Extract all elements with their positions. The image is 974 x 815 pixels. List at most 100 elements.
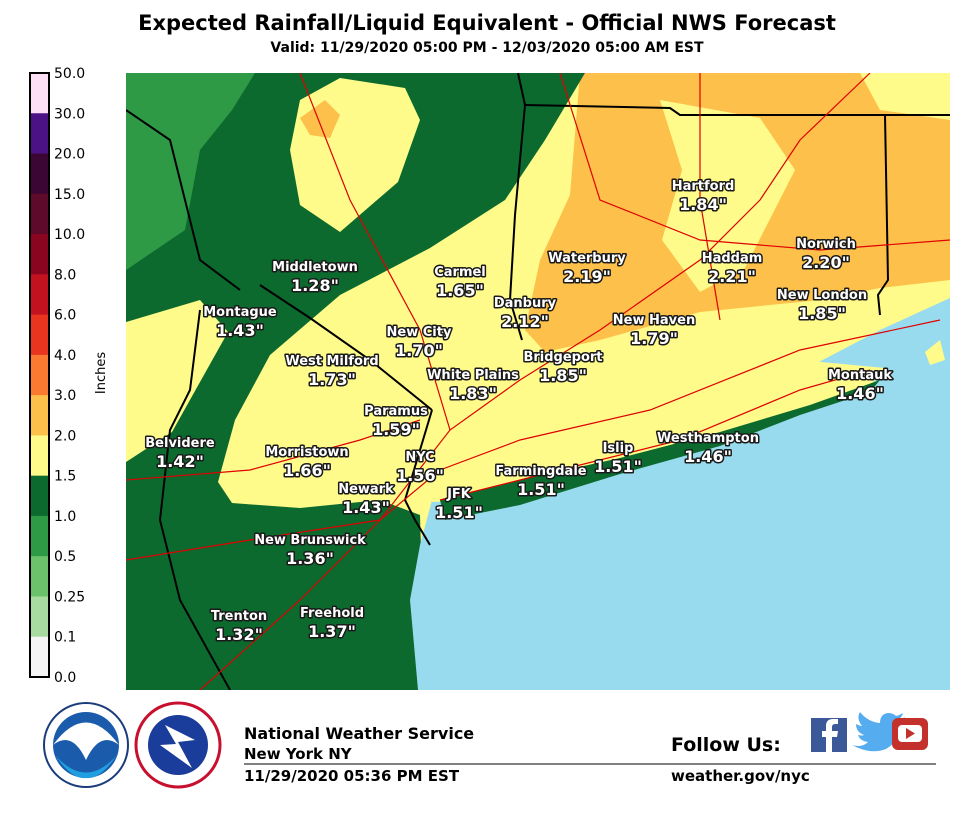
long-island — [425, 360, 885, 502]
road — [559, 73, 950, 251]
city-amount: 1.51" — [517, 480, 565, 499]
legend-label: 0.0 — [54, 670, 76, 686]
city-name: West Milford — [285, 354, 378, 369]
city-amount: 1.56" — [396, 466, 444, 485]
city-name: Paramus — [364, 404, 428, 419]
state-border — [508, 73, 527, 341]
city-name: New London — [777, 288, 867, 303]
legend-swatch — [30, 435, 49, 477]
city-amount: 1.51" — [435, 503, 483, 522]
city-amount: 1.42" — [156, 452, 204, 471]
green-area — [440, 380, 880, 520]
legend-swatch — [30, 153, 49, 195]
city-name: Westhampton — [657, 431, 759, 446]
legend-label: 1.5 — [54, 469, 76, 485]
legend-label: 10.0 — [54, 227, 85, 243]
city-name: Farmingdale — [495, 464, 586, 479]
facebook-icon[interactable] — [811, 718, 847, 752]
title: Expected Rainfall/Liquid Equivalent - Of… — [138, 11, 836, 35]
subtitle: Valid: 11/29/2020 05:00 PM - 12/03/2020 … — [270, 40, 704, 56]
legend-label: 30.0 — [54, 106, 85, 122]
legend-label: 15.0 — [54, 187, 85, 203]
road — [126, 319, 941, 561]
noaa-logo — [43, 702, 129, 788]
city-name: Hartford — [672, 179, 735, 194]
twitter-icon[interactable] — [852, 712, 905, 752]
legend-swatch — [30, 73, 49, 114]
city-name: White Plains — [427, 368, 519, 383]
legend-label: 6.0 — [54, 308, 76, 324]
city-amount: 1.85" — [798, 304, 846, 323]
city-amount: 1.32" — [215, 625, 263, 644]
city-amount: 1.46" — [836, 384, 884, 403]
city-amount: 1.37" — [308, 622, 356, 641]
legend-label: 0.25 — [54, 589, 85, 605]
city-amount: 1.36" — [286, 549, 334, 568]
green-area — [126, 73, 585, 690]
yellow-area — [660, 100, 795, 292]
city-name: New City — [387, 325, 452, 340]
city-amount: 2.12" — [501, 312, 549, 331]
city-amount: 1.79" — [630, 329, 678, 348]
city-name: New Haven — [613, 313, 695, 328]
city-amount: 2.19" — [563, 267, 611, 286]
road — [299, 73, 451, 431]
legend-frame — [29, 72, 50, 678]
city-name: JFK — [446, 487, 472, 502]
city-amount: 1.46" — [684, 447, 732, 466]
legend-label: 50.0 — [54, 66, 85, 82]
city-amount: 1.85" — [539, 366, 587, 385]
legend-label: 0.1 — [54, 630, 76, 646]
legend-swatch — [30, 515, 49, 557]
legend-swatch — [30, 395, 49, 436]
map — [126, 73, 950, 690]
city-name: Freehold — [300, 606, 364, 621]
legend-swatch — [30, 475, 49, 517]
office-name: National Weather Service — [244, 724, 474, 743]
city-name: Bridgeport — [523, 350, 602, 365]
city-amount: 1.28" — [291, 276, 339, 295]
issued-time: 11/29/2020 05:36 PM EST — [244, 767, 460, 785]
legend-label: 4.0 — [54, 348, 76, 364]
city-amount: 2.20" — [802, 253, 850, 272]
legend-swatch — [30, 596, 49, 638]
website: weather.gov/nyc — [671, 767, 810, 785]
office-location: New York NY — [244, 745, 353, 763]
color-legend: 50.0 30.0 20.0 15.0 10.0 8.0 6.0 4.0 3.0 2.0 1.5 1.… — [29, 66, 85, 686]
city-name: Newark — [338, 482, 394, 497]
legend-swatch — [30, 636, 49, 678]
legend-swatch — [30, 193, 49, 235]
city-name: Islip — [603, 441, 634, 456]
road — [699, 73, 721, 321]
city-name: Norwich — [796, 237, 856, 252]
orange-area — [300, 100, 340, 138]
legend-axis-label: Inches — [94, 352, 109, 394]
youtube-icon[interactable] — [892, 718, 928, 750]
city-name: Middletown — [272, 260, 358, 275]
legend-swatch — [30, 354, 49, 396]
city-amount: 1.43" — [216, 321, 264, 340]
city-name: Montauk — [828, 368, 892, 383]
city-amount: 1.43" — [342, 498, 390, 517]
city-name: Montague — [203, 305, 277, 320]
legend-label: 2.0 — [54, 428, 76, 444]
city-name: Belvidere — [145, 436, 215, 451]
nws-logo — [134, 701, 222, 789]
